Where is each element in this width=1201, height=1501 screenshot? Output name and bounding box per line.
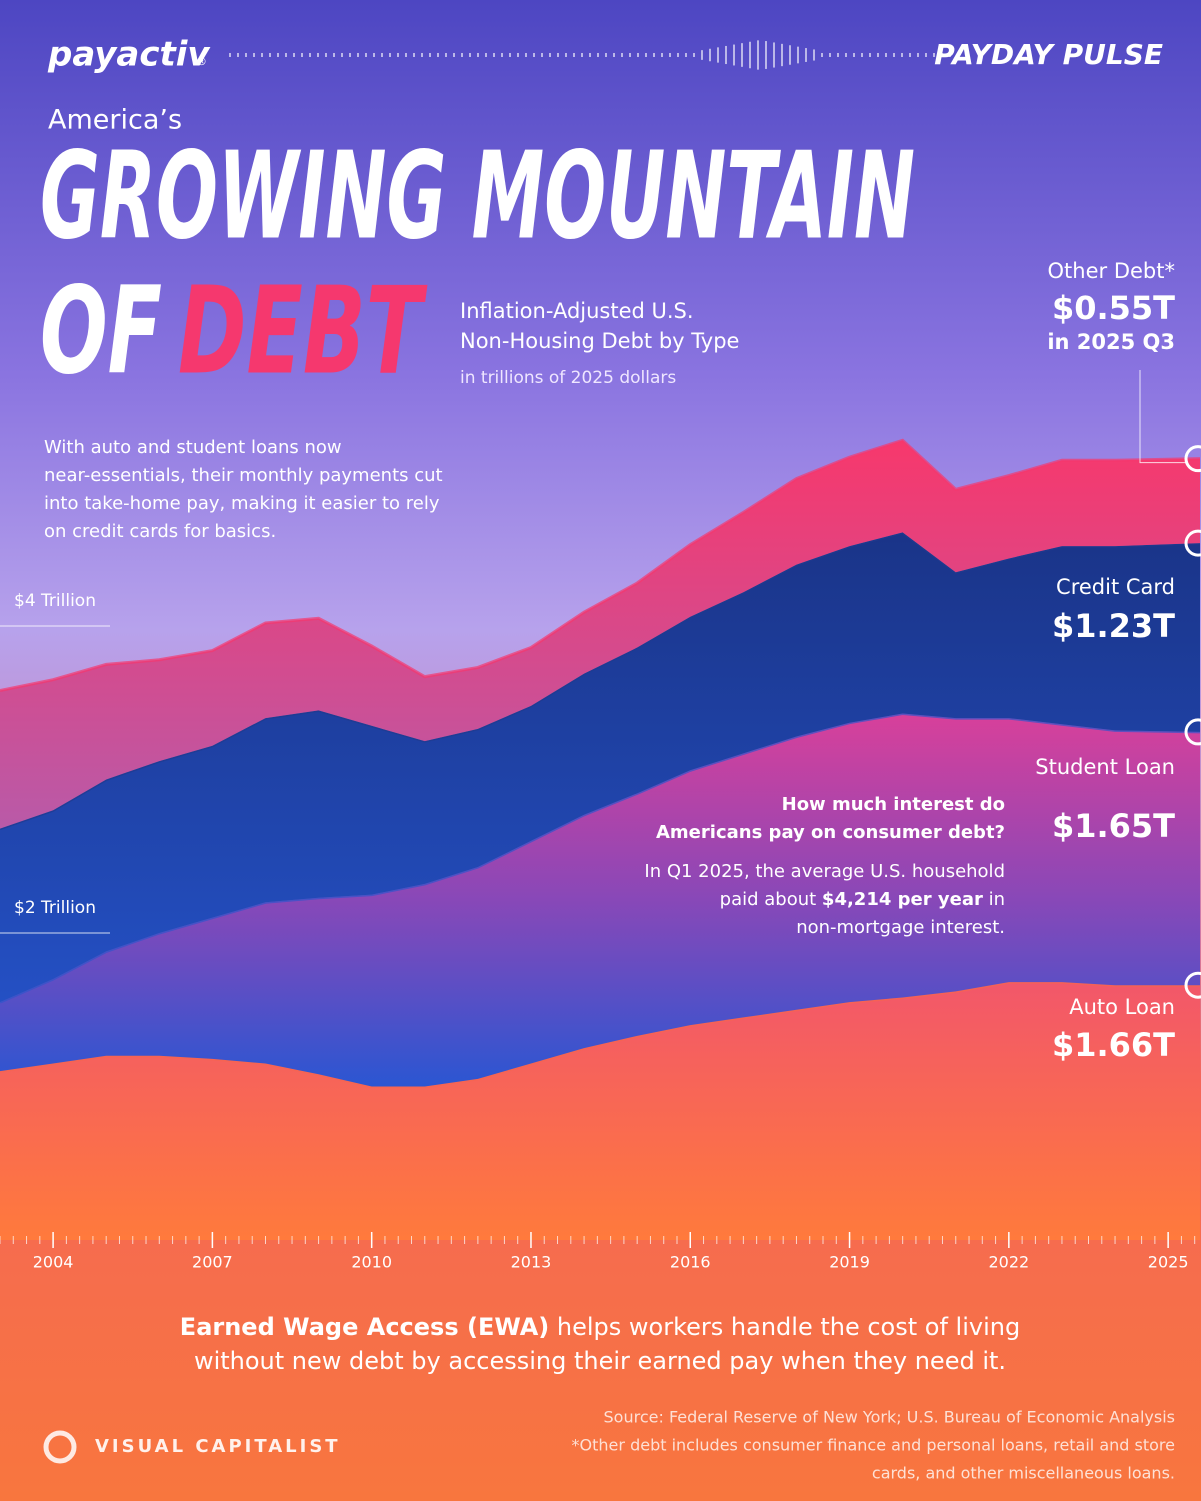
x-tick-label: 2004 [33,1253,74,1272]
end-marker [1184,529,1201,557]
footnote: cards, and other miscellaneous loans. [872,1464,1175,1483]
callout-heading: How much interest do [782,794,1005,815]
intro-text: into take-home pay, making it easier to … [44,493,440,514]
x-tick-label: 2010 [351,1253,392,1272]
callout-highlight: $4,214 per year [822,889,983,910]
area [0,532,1200,1003]
ewa-bold: Earned Wage Access (EWA) [180,1313,549,1341]
title-highlight: DEBT [178,263,428,402]
intro-text: With auto and student loans now [44,437,342,458]
callout-body: non-mortgage interest. [796,917,1005,938]
title: GROWING MOUNTAIN [40,128,915,267]
area [0,440,1200,829]
callout-body: In Q1 2025, the average U.S. household [644,861,1005,882]
x-tick-label: 2022 [988,1253,1029,1272]
end-marker [1184,971,1201,999]
value-label: $1.65T [1052,807,1175,845]
callout-text: in [983,889,1005,910]
x-tick-label: 2019 [829,1253,870,1272]
credit-logo [43,1430,77,1464]
leader-line [1139,370,1186,464]
waveform [229,40,959,70]
title-kicker: America’s [48,105,182,136]
area-edge [0,438,1201,692]
series-label: Student Loan [1035,755,1175,779]
footnote: *Other debt includes consumer finance an… [572,1436,1175,1455]
series-label: Credit Card [1056,575,1175,599]
series-label: Auto Loan [1069,995,1175,1019]
value-label: $1.23T [1052,607,1175,645]
end-marker [1184,718,1201,746]
subtitle: Non-Housing Debt by Type [460,329,739,353]
area [0,713,1200,1087]
value-label: $0.55T [1052,289,1175,327]
end-note: in 2025 Q3 [1047,330,1175,354]
value-label: $1.66T [1052,1026,1175,1064]
credit: VISUAL CAPITALIST [95,1436,341,1457]
ewa-text: without new debt by accessing their earn… [194,1347,1006,1375]
source: Source: Federal Reserve of New York; U.S… [604,1408,1175,1427]
series-name: PAYDAY PULSE [934,38,1163,71]
intro-text: near-essentials, their monthly payments … [44,465,443,486]
callout-body: paid about $4,214 per year in [720,889,1005,910]
ewa-text: Earned Wage Access (EWA) helps workers h… [180,1313,1020,1341]
subtitle: Inflation-Adjusted U.S. [460,299,694,323]
intro-text: on credit cards for basics. [44,521,276,542]
plot [0,438,1201,1240]
x-tick-label: 2007 [192,1253,233,1272]
y-tick-label: $2 Trillion [14,898,96,918]
unit-note: in trillions of 2025 dollars [460,368,676,388]
area-edge [0,980,1200,1088]
y-tick-label: $4 Trillion [14,591,96,611]
x-tick-label: 2016 [670,1253,711,1272]
x-tick-label: 2025 [1148,1253,1189,1272]
ewa-rest: helps workers handle the cost of living [549,1313,1020,1341]
brand-logo: payactiv [47,35,211,75]
area [0,982,1200,1240]
callout-text: paid about [720,889,822,910]
x-tick-label: 2013 [511,1253,552,1272]
title: OF [40,263,162,402]
series-label: Other Debt* [1048,259,1175,283]
brand-mark: ® [196,55,207,68]
callout-heading: Americans pay on consumer debt? [656,822,1005,843]
end-marker [1184,445,1201,473]
